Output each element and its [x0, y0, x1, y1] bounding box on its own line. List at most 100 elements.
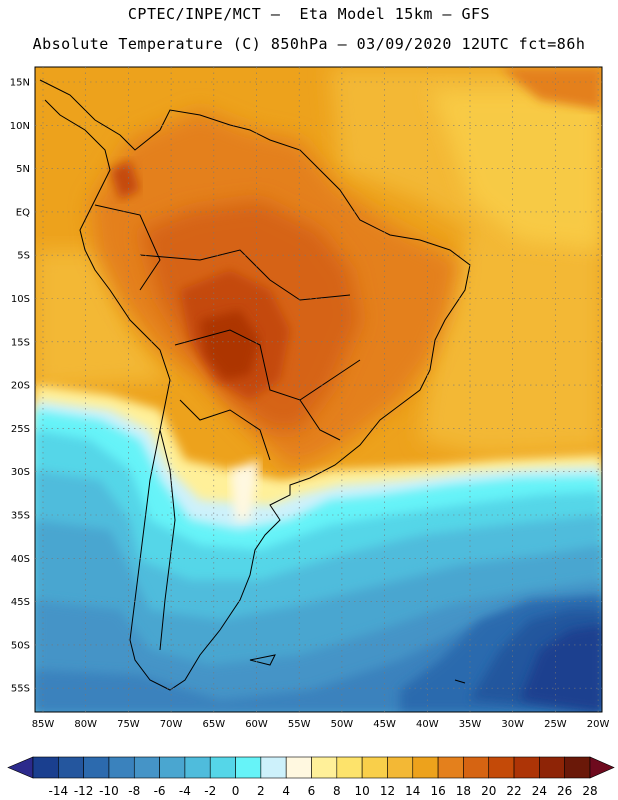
- title-line-2: Absolute Temperature (C) 850hPa – 03/09/…: [32, 35, 586, 53]
- lat-label: 20S: [11, 381, 30, 392]
- colorbar-label: -8: [128, 784, 140, 798]
- lon-label: 20W: [587, 719, 610, 730]
- colorbar-label: 6: [308, 784, 316, 798]
- colorbar-label: 22: [506, 784, 521, 798]
- lat-label: EQ: [16, 207, 30, 218]
- border-chile: [159, 429, 176, 651]
- colorbar-swatch: [209, 756, 236, 779]
- field-ne-warm: [500, 67, 602, 110]
- colorbar-swatch: [184, 756, 211, 779]
- colorbar-swatch: [513, 756, 540, 779]
- lon-label: 60W: [245, 719, 268, 730]
- colorbar-swatch: [83, 756, 110, 779]
- colorbar-low-arrow: [7, 756, 34, 779]
- colorbar: -14 -12 -10 -8 -6 -4 -2 0 2 4 6 8 10 12 14 16 18 20 22 24 26…: [7, 756, 615, 798]
- map-frame: [34, 66, 603, 713]
- colorbar-label: 12: [380, 784, 395, 798]
- colorbar-swatch: [260, 756, 287, 779]
- colorbar-label: -10: [99, 784, 119, 798]
- colorbar-label: -4: [179, 784, 191, 798]
- lon-label: 25W: [544, 719, 567, 730]
- title-line-1: CPTEC/INPE/MCT – Eta Model 15km – GFS: [127, 5, 491, 23]
- colorbar-label: 16: [430, 784, 445, 798]
- colorbar-label: -2: [204, 784, 216, 798]
- colorbar-swatch: [159, 756, 186, 779]
- colorbar-label: 26: [557, 784, 572, 798]
- south-georgia: [454, 679, 466, 684]
- lon-label: 35W: [459, 719, 482, 730]
- colorbar-swatch: [235, 756, 262, 779]
- field-pacific-band: [35, 250, 170, 390]
- colorbar-label: 14: [405, 784, 420, 798]
- coastlines: [39, 79, 471, 691]
- lat-label: 10S: [11, 294, 30, 305]
- falklands: [249, 654, 276, 666]
- lon-label: 55W: [288, 719, 311, 730]
- temperature-field: [35, 67, 602, 712]
- colorbar-label: 28: [582, 784, 597, 798]
- graticule: [35, 67, 602, 712]
- lon-label: 45W: [373, 719, 396, 730]
- colorbar-label: 0: [232, 784, 240, 798]
- colorbar-swatch: [539, 756, 565, 779]
- colorbar-label: -6: [154, 784, 166, 798]
- border-d: [179, 399, 271, 461]
- colorbar-swatch: [463, 756, 490, 779]
- lat-label: 25S: [11, 424, 30, 435]
- colorbar-swatch: [285, 756, 312, 779]
- lat-label: 15S: [11, 337, 30, 348]
- lon-label: 40W: [416, 719, 439, 730]
- colorbar-high-arrow: [589, 756, 615, 779]
- colorbar-label: 2: [257, 784, 265, 798]
- field-east-ocean-light: [430, 90, 602, 250]
- colorbar-swatch: [361, 756, 388, 779]
- border-a: [94, 204, 161, 291]
- colorbar-swatch: [336, 756, 363, 779]
- lon-label: 50W: [331, 719, 354, 730]
- lat-label: 30S: [11, 467, 30, 478]
- lat-label: 5N: [16, 164, 30, 175]
- colorbar-label: 18: [456, 784, 471, 798]
- lon-label: 75W: [117, 719, 140, 730]
- field-continent-hottest: [200, 310, 260, 380]
- lon-label: 85W: [32, 719, 55, 730]
- colorbar-swatch: [58, 756, 84, 779]
- colorbar-swatch: [437, 756, 464, 779]
- lat-label: 45S: [11, 597, 30, 608]
- lat-label: 40S: [11, 554, 30, 565]
- colorbar-swatch: [108, 756, 135, 779]
- lat-label: 5S: [17, 251, 30, 262]
- border-c: [174, 329, 361, 401]
- colorbar-swatch: [32, 756, 59, 779]
- field-argentina-pale: [230, 460, 260, 520]
- colorbar-swatch: [311, 756, 338, 779]
- lat-label: 10N: [10, 121, 30, 132]
- lon-label: 65W: [202, 719, 225, 730]
- colorbar-label: -12: [74, 784, 94, 798]
- colorbar-swatch: [133, 756, 160, 779]
- colorbar-swatch: [564, 756, 591, 779]
- lon-label: 70W: [160, 719, 183, 730]
- border-b: [139, 249, 351, 301]
- lat-label: 35S: [11, 511, 30, 522]
- latitude-labels: 15N 10N 5N EQ 5S 10S 15S 20S 25S 30S 35S 40S 45S 50S 5…: [10, 78, 30, 695]
- lat-label: 55S: [11, 684, 30, 695]
- lon-label: 80W: [74, 719, 97, 730]
- lat-label: 50S: [11, 640, 30, 651]
- longitude-labels: 85W 80W 75W 70W 65W 60W 55W 50W 45W 40W 35W 30W 25W 2…: [32, 719, 610, 730]
- lon-label: 30W: [501, 719, 524, 730]
- colorbar-label: -14: [49, 784, 69, 798]
- south-america-coast: [39, 79, 471, 691]
- border-e: [299, 399, 341, 441]
- field-colombia-hot: [110, 160, 140, 200]
- colorbar-label: 8: [333, 784, 341, 798]
- colorbar-label: 24: [532, 784, 547, 798]
- lat-label: 15N: [10, 78, 30, 89]
- colorbar-label: 20: [481, 784, 496, 798]
- colorbar-swatch: [488, 756, 515, 779]
- field-blue7: [520, 625, 602, 712]
- colorbar-swatch: [412, 756, 439, 779]
- colorbar-label: 4: [282, 784, 290, 798]
- colorbar-label: 10: [354, 784, 369, 798]
